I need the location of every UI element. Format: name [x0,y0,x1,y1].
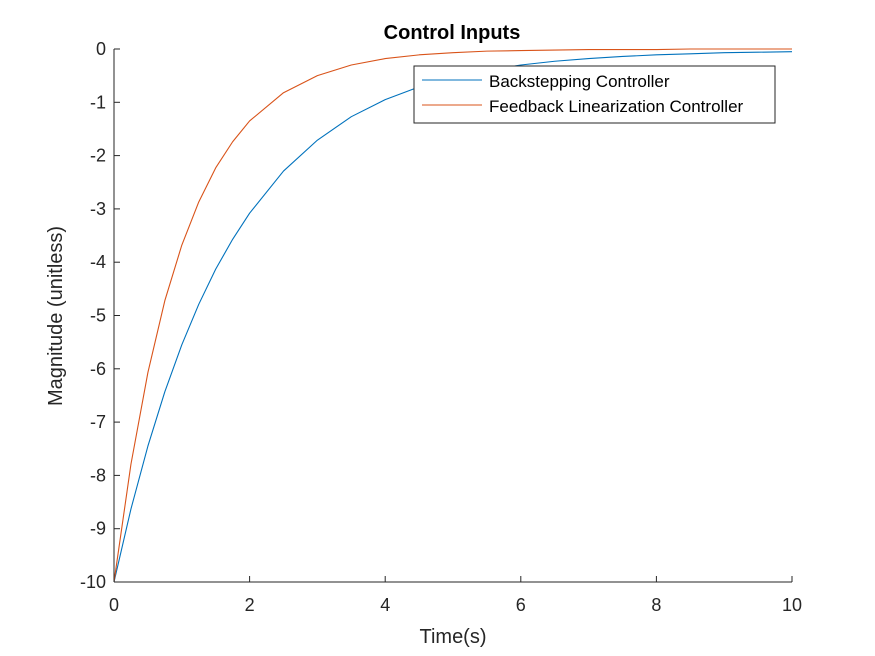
legend-label-feedback-linearization: Feedback Linearization Controller [489,97,744,116]
x-tick-label: 0 [109,595,119,615]
legend: Backstepping Controller Feedback Lineari… [413,65,776,124]
plot-area [113,48,793,583]
y-tick-label: -9 [90,519,106,539]
x-tick-label: 2 [245,595,255,615]
x-tick-label: 10 [782,595,802,615]
y-tick-label: -10 [80,572,106,592]
chart-title: Control Inputs [384,22,521,44]
y-tick-label: -5 [90,306,106,326]
y-tick-label: -6 [90,359,106,379]
y-tick-label: -3 [90,199,106,219]
y-tick-label: -2 [90,146,106,166]
y-tick-label: -7 [90,412,106,432]
y-ticks: 0 -1 -2 -3 -4 -5 -6 -7 -8 -9 -10 [80,39,120,592]
y-tick-label: -4 [90,252,106,272]
x-tick-label: 6 [516,595,526,615]
series-line-backstepping [113,51,793,583]
legend-box [413,65,776,124]
x-axis-label: Time(s) [419,626,486,648]
y-axis-label: Magnitude (unitless) [45,226,67,406]
legend-label-backstepping: Backstepping Controller [489,72,670,91]
y-tick-label: -8 [90,465,106,485]
x-tick-label: 4 [380,595,390,615]
x-tick-label: 8 [651,595,661,615]
y-tick-label: 0 [96,39,106,59]
y-tick-label: -1 [90,92,106,112]
series-line-feedback-linearization [113,48,792,583]
x-ticks: 0 2 4 6 8 10 [109,576,802,615]
